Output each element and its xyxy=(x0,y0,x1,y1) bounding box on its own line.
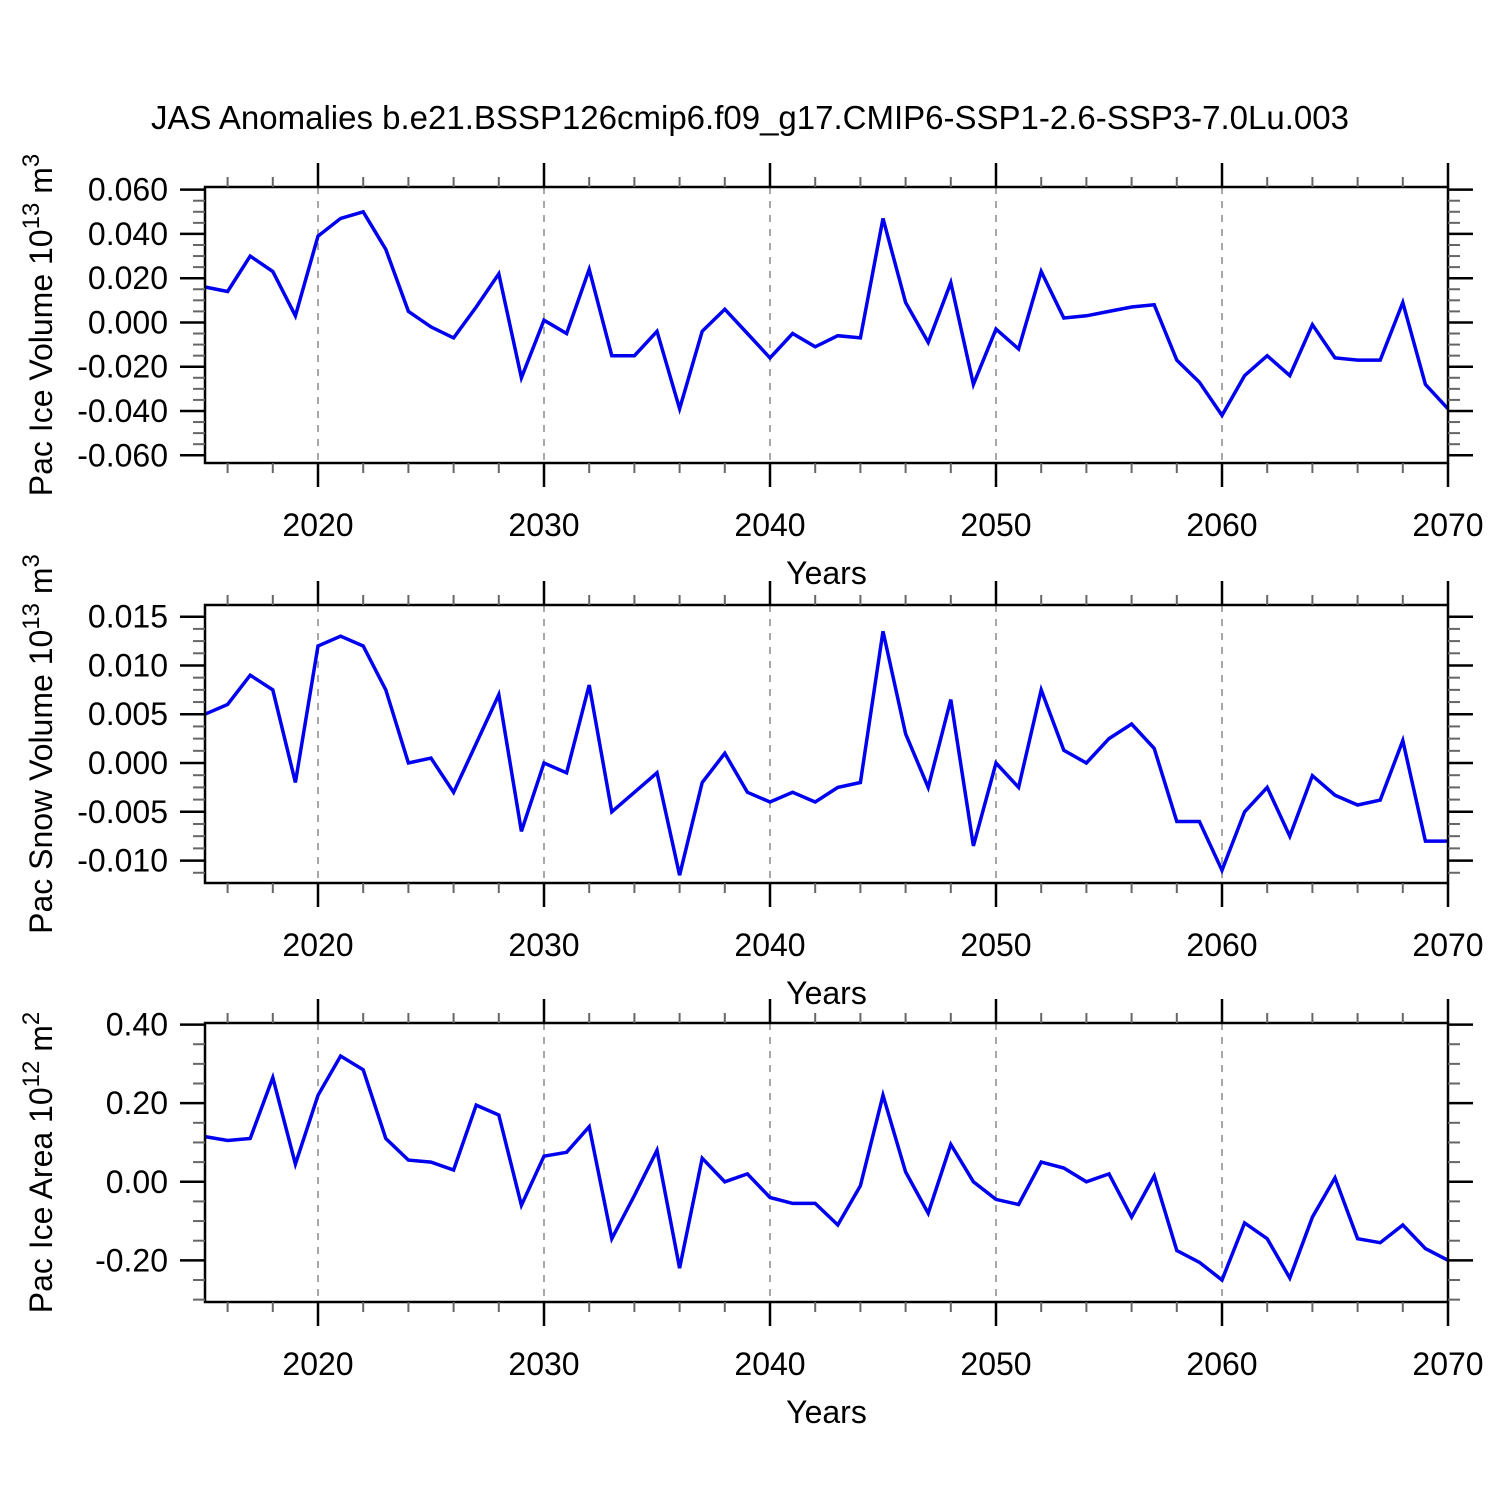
chart-title: JAS Anomalies b.e21.BSSP126cmip6.f09_g17… xyxy=(151,99,1349,136)
plot-frame xyxy=(203,185,1450,465)
panel-pac-snow-volume: 2020 2030 2040 2050 2060 2070 0.015 0.010 0.005 0… xyxy=(18,554,1484,1011)
x-tick-label: 2070 xyxy=(1412,507,1483,543)
y-tick-label: 0.020 xyxy=(88,260,168,296)
x-axis-title: Years xyxy=(786,1394,867,1430)
x-tick-label: 2040 xyxy=(734,1346,805,1382)
y-axis-title: Pac Snow Volume 1013 m3 xyxy=(18,554,59,934)
y-tick-label: 0.00 xyxy=(106,1164,168,1200)
x-tick-label: 2050 xyxy=(960,507,1031,543)
y-tick-label: -0.040 xyxy=(77,393,168,429)
x-tick-label: 2060 xyxy=(1186,507,1257,543)
x-axis-title: Years xyxy=(786,975,867,1011)
y-tick-label: -0.010 xyxy=(77,843,168,879)
x-tick-label: 2030 xyxy=(508,507,579,543)
y-tick-label: -0.020 xyxy=(77,349,168,385)
plot-frame xyxy=(203,603,1450,885)
y-tick-label: 0.000 xyxy=(88,304,168,340)
y-tick-label: 0.005 xyxy=(88,696,168,732)
x-tick-label: 2040 xyxy=(734,927,805,963)
y-tick-label: -0.20 xyxy=(95,1242,168,1278)
x-tick-label: 2030 xyxy=(508,927,579,963)
y-tick-label: 0.20 xyxy=(106,1085,168,1121)
pac-ice-area-series-line xyxy=(204,1053,1449,1283)
panel-pac-ice-area: 2020 2030 2040 2050 2060 2070 0.40 0.20 0.00 -0.2… xyxy=(18,999,1484,1430)
y-axis-title: Pac Ice Volume 1013 m3 xyxy=(18,154,59,496)
y-tick-label: 0.060 xyxy=(88,172,168,208)
y-tick-label: 0.040 xyxy=(88,216,168,252)
y-tick-label: -0.005 xyxy=(77,794,168,830)
panel-pac-ice-volume: 2020 2030 2040 2050 2060 2070 0.060 0.040 0.020 0… xyxy=(18,154,1484,591)
x-tick-label: 2050 xyxy=(960,1346,1031,1382)
x-tick-label: 2070 xyxy=(1412,1346,1483,1382)
y-tick-label: -0.060 xyxy=(77,437,168,473)
plot-frame xyxy=(203,1021,1450,1304)
y-tick-label: 0.000 xyxy=(88,745,168,781)
x-tick-label: 2070 xyxy=(1412,927,1483,963)
x-tick-label: 2020 xyxy=(282,927,353,963)
y-tick-label: 0.010 xyxy=(88,647,168,683)
x-tick-label: 2020 xyxy=(282,1346,353,1382)
pac-snow-volume-series-line xyxy=(204,630,1448,876)
pac-ice-volume-series-line xyxy=(204,209,1450,419)
x-tick-label: 2040 xyxy=(734,507,805,543)
x-tick-label: 2050 xyxy=(960,927,1031,963)
y-axis-title: Pac Ice Area 1012 m2 xyxy=(18,1012,59,1314)
x-tick-label: 2030 xyxy=(508,1346,579,1382)
x-tick-label: 2060 xyxy=(1186,1346,1257,1382)
x-tick-label: 2060 xyxy=(1186,927,1257,963)
y-tick-label: 0.015 xyxy=(88,599,168,635)
x-tick-label: 2020 xyxy=(282,507,353,543)
x-axis-title: Years xyxy=(786,555,867,591)
y-tick-label: 0.40 xyxy=(106,1007,168,1043)
